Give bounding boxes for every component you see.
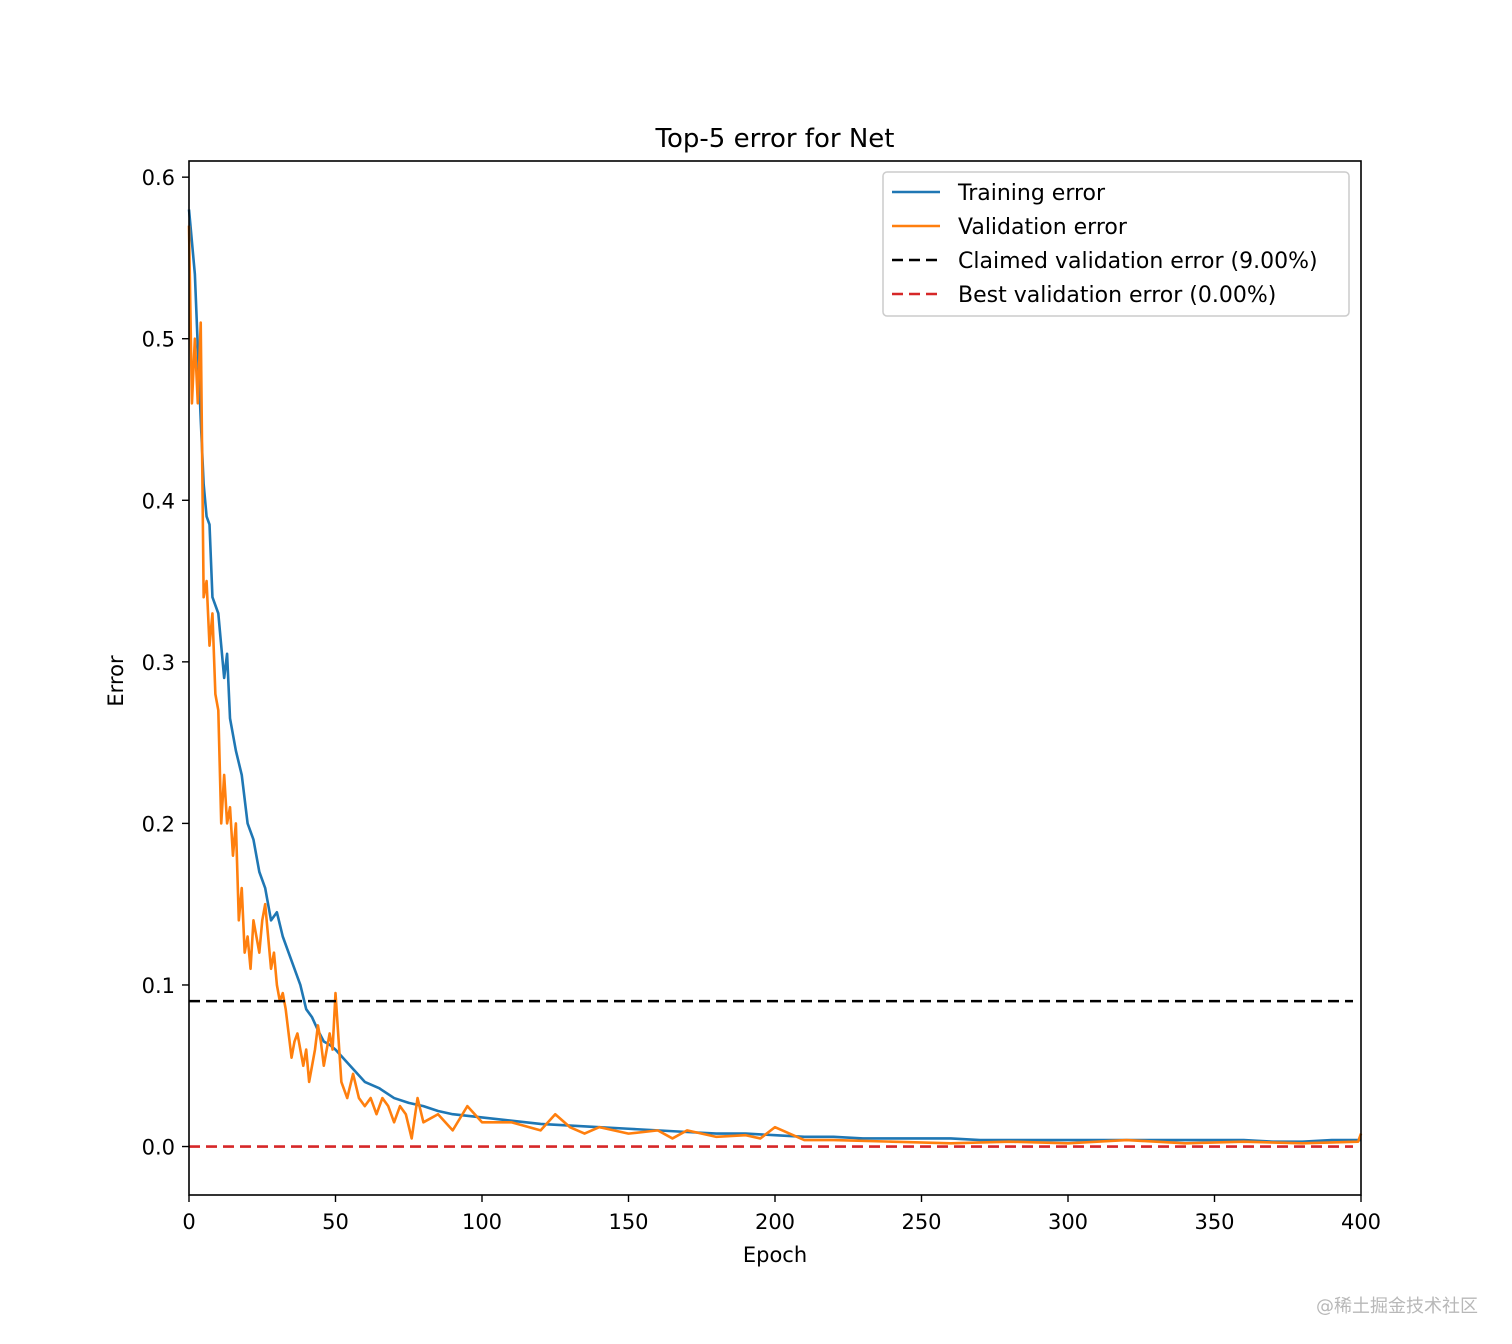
legend-label-training-error: Training error bbox=[957, 181, 1106, 206]
x-axis-label: Epoch bbox=[743, 1243, 807, 1267]
x-tick-label: 250 bbox=[901, 1210, 941, 1234]
legend: Training error Validation error Claimed va… bbox=[882, 171, 1350, 317]
x-tick-label: 50 bbox=[322, 1210, 349, 1234]
x-tick-label: 400 bbox=[1341, 1210, 1381, 1234]
axes: 0 50 100 150 200 250 300 350 400 0.0 0.1 0.2 0.3 0.4 0… bbox=[142, 160, 1381, 1234]
watermark: @稀土掘金技术社区 bbox=[1316, 1296, 1478, 1317]
x-tick-label: 350 bbox=[1194, 1210, 1234, 1234]
y-tick-label: 0.6 bbox=[142, 166, 175, 190]
x-tick-label: 150 bbox=[608, 1210, 648, 1234]
y-tick-label: 0.2 bbox=[142, 812, 175, 836]
chart-title: Top-5 error for Net bbox=[655, 124, 895, 154]
plot-area bbox=[187, 209, 1363, 1148]
legend-label-validation-error: Validation error bbox=[958, 215, 1128, 240]
legend-label-claimed-validation-error: Claimed validation error (9.00%) bbox=[958, 249, 1318, 274]
legend-label-best-validation-error: Best validation error (0.00%) bbox=[958, 283, 1276, 308]
x-tick-label: 0 bbox=[182, 1210, 195, 1234]
y-tick-label: 0.5 bbox=[142, 328, 175, 352]
validation-error-line bbox=[187, 225, 1363, 1145]
x-tick-label: 300 bbox=[1048, 1210, 1088, 1234]
x-tick-label: 200 bbox=[755, 1210, 795, 1234]
y-tick-label: 0.3 bbox=[142, 651, 175, 675]
y-tick-label: 0.1 bbox=[142, 974, 175, 998]
y-axis-label: Error bbox=[104, 655, 128, 707]
legend-box bbox=[882, 171, 1350, 317]
y-tick-label: 0.4 bbox=[142, 489, 175, 513]
y-tick-label: 0.0 bbox=[142, 1136, 175, 1160]
x-tick-label: 100 bbox=[462, 1210, 502, 1234]
